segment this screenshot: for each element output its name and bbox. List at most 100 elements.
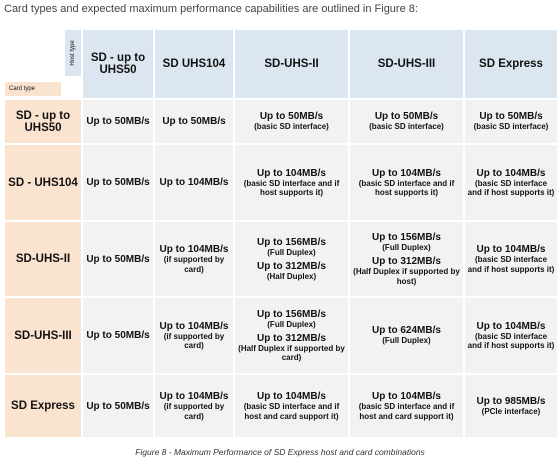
cell-entry: Up to 312MB/s (Half Duplex if supported b… xyxy=(352,256,461,285)
speed-note: (basic SD interface and if host supports… xyxy=(467,178,555,197)
table-row: SD-UHS-III Up to 50MB/s Up to 104MB/s (if s… xyxy=(3,296,559,375)
max-speed: Up to 312MB/s xyxy=(257,332,326,344)
figure-caption: Figure 8 - Maximum Performance of SD Exp… xyxy=(135,447,425,457)
max-speed: Up to 156MB/s xyxy=(257,308,326,320)
table-cell: Up to 156MB/s (Full Duplex) Up to 312MB/s(… xyxy=(233,220,350,298)
table-cell: Up to 50MB/s (basic SD interface) xyxy=(463,98,559,145)
cell-entry: Up to 104MB/s xyxy=(157,177,231,188)
table-cell: Up to 50MB/s (basic SD interface) xyxy=(233,98,350,145)
max-speed: Up to 50MB/s xyxy=(86,330,150,341)
speed-note: (Full Duplex) xyxy=(267,319,316,329)
header-row: Host type Card type SD - up to UHS50 SD UHS… xyxy=(3,28,559,100)
cell-entry: Up to 50MB/s (basic SD interface) xyxy=(237,111,346,131)
max-speed: Up to 312MB/s xyxy=(372,256,441,268)
cell-entry: Up to 104MB/s (basic SD interface and if … xyxy=(237,391,346,420)
max-speed: Up to 50MB/s xyxy=(479,111,543,123)
speed-note: (basic SD interface and if host supports… xyxy=(467,255,555,274)
speed-note: (basic SD interface and if host supports… xyxy=(467,331,555,350)
cell-entry: Up to 985MB/s (PCIe interface) xyxy=(467,396,555,416)
table-cell: Up to 50MB/s xyxy=(81,373,155,439)
cell-entry: Up to 50MB/s xyxy=(85,177,151,188)
max-speed: Up to 104MB/s xyxy=(257,167,326,179)
row-header: SD Express xyxy=(3,373,83,439)
cell-entry: Up to 50MB/s xyxy=(85,116,151,127)
column-header: SD - up to UHS50 xyxy=(81,28,155,100)
table-cell: Up to 50MB/s xyxy=(81,296,155,375)
cell-entry: Up to 156MB/s (Full Duplex) xyxy=(237,237,346,257)
cell-entry: Up to 50MB/s xyxy=(85,254,151,265)
table-cell: Up to 50MB/s xyxy=(81,98,155,145)
max-speed: Up to 50MB/s xyxy=(86,253,150,265)
max-speed: Up to 104MB/s xyxy=(159,391,229,403)
speed-note: (if supported by card) xyxy=(163,402,225,421)
max-speed: Up to 312MB/s xyxy=(257,261,326,272)
cell-entry: Up to 104MB/s (basic SD interface and if … xyxy=(467,168,555,197)
table-cell: Up to 50MB/s xyxy=(81,143,155,222)
max-speed: Up to 104MB/s xyxy=(159,320,229,332)
max-speed: Up to 104MB/s xyxy=(372,391,441,403)
cell-entry: Up to 104MB/s (basic SD interface and if … xyxy=(237,168,346,197)
max-speed: Up to 104MB/s xyxy=(159,244,229,256)
speed-note: (basic SD interface) xyxy=(369,122,444,132)
table-row: SD-UHS-II Up to 50MB/s Up to 104MB/s (if su… xyxy=(3,220,559,298)
speed-note: (basic SD interface and if host supports… xyxy=(243,178,340,197)
cell-entry: Up to 104MB/s (basic SD interface and if … xyxy=(467,321,555,350)
max-speed: Up to 50MB/s xyxy=(86,177,150,188)
cell-entry: Up to 624MB/s (Full Duplex) xyxy=(352,325,461,345)
table-cell: Up to 156MB/s (Full Duplex) Up to 312MB/s(… xyxy=(348,220,465,298)
table-cell: Up to 50MB/s xyxy=(153,98,235,145)
max-speed: Up to 50MB/s xyxy=(374,111,439,123)
cell-entry: Up to 312MB/s (Half Duplex) xyxy=(237,261,346,281)
table-cell: Up to 104MB/s (basic SD interface and if … xyxy=(348,373,465,439)
max-speed: Up to 624MB/s xyxy=(372,325,441,337)
table-cell: Up to 104MB/s (basic SD interface and if … xyxy=(463,296,559,375)
max-speed: Up to 104MB/s xyxy=(257,391,326,403)
intro-text: Card types and expected maximum performa… xyxy=(4,3,418,15)
column-header: SD-UHS-II xyxy=(233,28,350,100)
cell-entry: Up to 104MB/s (if supported by card) xyxy=(157,391,231,420)
host-type-text: Host type xyxy=(70,40,76,66)
table-cell: Up to 104MB/s xyxy=(153,143,235,222)
performance-table: Host type Card type SD - up to UHS50 SD UHS… xyxy=(3,28,559,439)
speed-note: (Half Duplex if supported by card) xyxy=(238,343,345,363)
cell-entry: Up to 104MB/s (if supported by card) xyxy=(157,321,231,350)
speed-note: (Full Duplex) xyxy=(382,336,431,346)
max-speed: Up to 50MB/s xyxy=(162,116,226,127)
max-speed: Up to 104MB/s xyxy=(159,177,229,188)
speed-note: (PCIe interface) xyxy=(481,406,541,416)
table-row: SD - up to UHS50 Up to 50MB/s Up to 50MB/s… xyxy=(3,98,559,145)
host-type-label: Host type xyxy=(65,30,81,76)
speed-note: (basic SD interface) xyxy=(473,122,549,132)
speed-note: (basic SD interface and if host and card… xyxy=(358,402,455,421)
table-row: SD - UHS104 Up to 50MB/s Up to 104MB/s Up t… xyxy=(3,143,559,222)
table-row: SD Express Up to 50MB/s Up to 104MB/s (if s… xyxy=(3,373,559,439)
max-speed: Up to 50MB/s xyxy=(86,400,150,412)
cell-entry: Up to 104MB/s (basic SD interface and if … xyxy=(352,168,461,197)
max-speed: Up to 104MB/s xyxy=(476,320,546,332)
cell-entry: Up to 104MB/s (if supported by card) xyxy=(157,244,231,273)
speed-note: (if supported by card) xyxy=(163,255,225,274)
speed-note: (basic SD interface and if host supports… xyxy=(358,178,455,197)
speed-note: (if supported by card) xyxy=(163,331,225,350)
max-speed: Up to 104MB/s xyxy=(476,167,546,179)
column-header: SD-UHS-III xyxy=(348,28,465,100)
max-speed: Up to 104MB/s xyxy=(372,167,441,179)
table-cell: Up to 104MB/s (basic SD interface and if … xyxy=(233,143,350,222)
speed-note: (Full Duplex) xyxy=(382,243,431,253)
max-speed: Up to 156MB/s xyxy=(372,232,441,244)
cell-entry: Up to 50MB/s xyxy=(157,116,231,127)
corner-cell: Host type Card type xyxy=(3,28,83,100)
row-header: SD - UHS104 xyxy=(3,143,83,222)
max-speed: Up to 50MB/s xyxy=(259,111,324,123)
max-speed: Up to 104MB/s xyxy=(476,244,546,256)
column-header: SD Express xyxy=(463,28,559,100)
table-cell: Up to 104MB/s (basic SD interface and if … xyxy=(233,373,350,439)
table-cell: Up to 985MB/s (PCIe interface) xyxy=(463,373,559,439)
cell-entry: Up to 50MB/s (basic SD interface) xyxy=(467,111,555,131)
card-type-label: Card type xyxy=(5,82,61,96)
cell-entry: Up to 156MB/s (Full Duplex) xyxy=(237,309,346,329)
cell-entry: Up to 104MB/s (basic SD interface and if … xyxy=(352,391,461,420)
row-header: SD - up to UHS50 xyxy=(3,98,83,145)
cell-entry: Up to 312MB/s (Half Duplex if supported b… xyxy=(237,333,346,362)
